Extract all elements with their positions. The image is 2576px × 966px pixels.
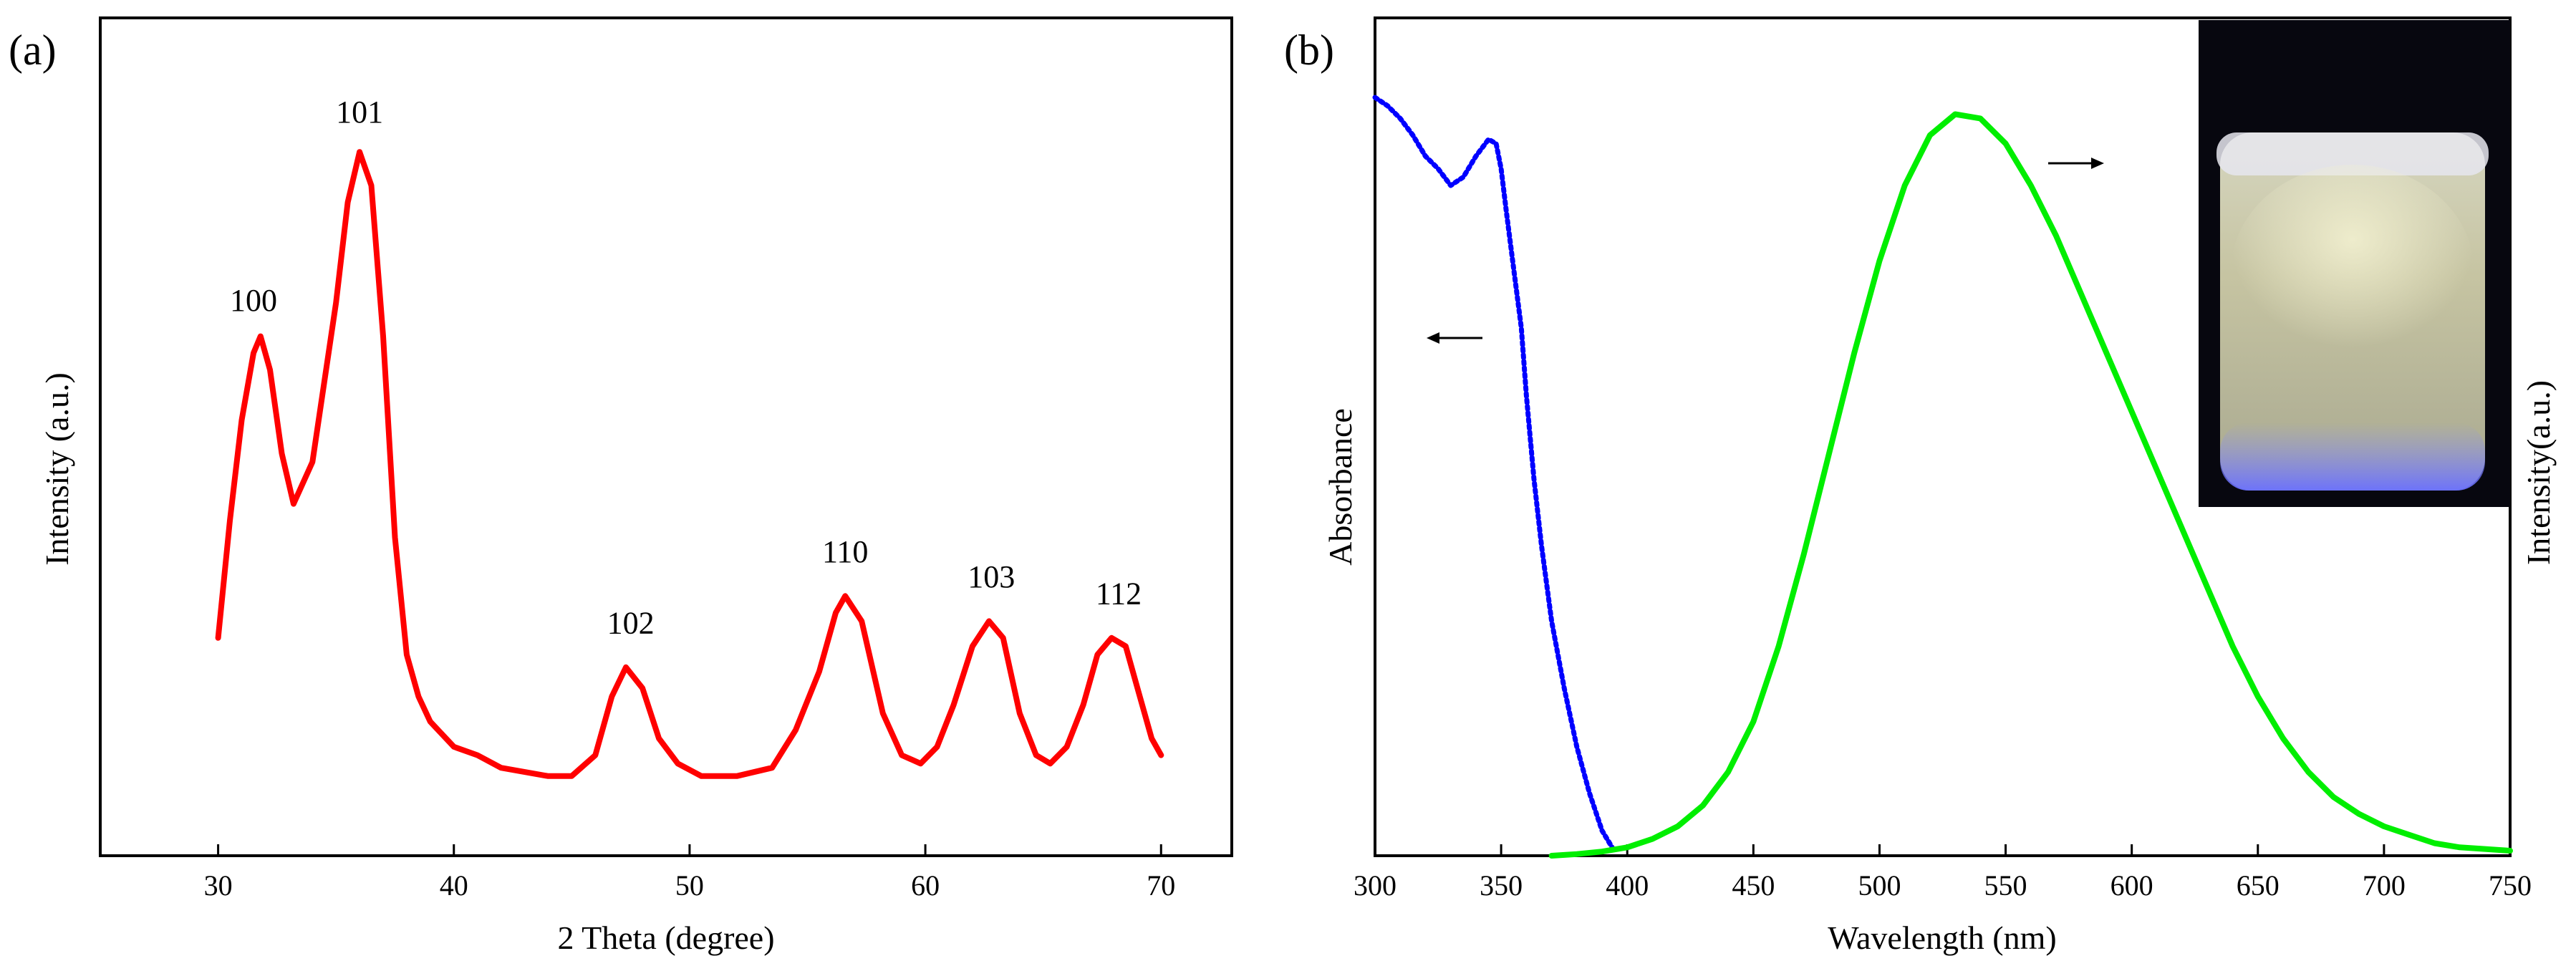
panel-a-x-tick-label: 30: [204, 869, 233, 902]
panel-a-x-tick-label: 70: [1147, 869, 1175, 902]
panel-b-x-tick-label: 300: [1354, 869, 1396, 902]
panel-b-x-tick-label: 400: [1606, 869, 1649, 902]
peak-label-100: 100: [230, 283, 277, 318]
panel-a-frame: [99, 16, 1233, 857]
panel-b-series-photoluminescence: [1548, 111, 2513, 859]
peak-label-110: 110: [822, 534, 868, 569]
panel-b-left-axis-title: Absorbance: [1322, 408, 1359, 566]
panel-b-x-axis-title: Wavelength (nm): [1828, 919, 2056, 956]
inset-vial-bottom-glow: [2220, 422, 2485, 491]
panel-a-y-axis-title: Intensity (a.u.): [39, 372, 75, 566]
panel-b: (b) 300 350 400 450 500 550 600 650 700 750: [1284, 16, 2557, 956]
panel-b-x-tick-label: 450: [1732, 869, 1775, 902]
peak-label-112: 112: [1096, 576, 1142, 612]
panel-a-x-tick-label: 50: [675, 869, 704, 902]
panel-b-x-tick-label: 750: [2489, 869, 2532, 902]
panel-a-peak-labels: 100 101 102 110 103 112: [230, 95, 1142, 641]
panel-a-x-tick-label: 60: [911, 869, 940, 902]
panel-b-x-tick-label: 550: [1984, 869, 2027, 902]
panel-b-x-tick-label: 700: [2363, 869, 2406, 902]
panel-a-label: (a): [9, 26, 57, 74]
panel-b-label: (b): [1284, 26, 1334, 74]
panel-a-series: [215, 149, 1164, 779]
panel-b-series-absorbance: [1372, 95, 1618, 854]
panel-b-x-tick-label: 650: [2237, 869, 2280, 902]
peak-label-103: 103: [968, 559, 1015, 594]
panel-b-x-ticks: 300 350 400 450 500 550 600 650 700 750: [1354, 844, 2532, 902]
panel-b-x-tick-label: 350: [1480, 869, 1523, 902]
panel-b-x-tick-label: 600: [2111, 869, 2153, 902]
panel-a-x-tick-label: 40: [440, 869, 468, 902]
panel-b-x-tick-label: 500: [1858, 869, 1901, 902]
panel-a-x-axis-title: 2 Theta (degree): [557, 919, 774, 956]
arrow-left-absorbance: [1427, 332, 1482, 344]
peak-label-102: 102: [607, 606, 655, 641]
peak-label-101: 101: [336, 95, 383, 130]
arrow-right-emission: [2048, 158, 2104, 169]
inset-vial-top: [2216, 132, 2489, 175]
panel-a-x-ticks: 30 40 50 60 70: [204, 844, 1175, 902]
panel-b-right-axis-title: Intensity(a.u.): [2520, 380, 2557, 565]
panel-a: (a) 30 40 50 60 70 100 101 102 110 103 112 2 Thet…: [9, 16, 1233, 956]
inset-vial-photo: [2199, 20, 2510, 507]
inset-vial-glow: [2231, 165, 2474, 380]
panel-a-series-xrd-pattern: [215, 149, 1164, 779]
panel-b-series: [1372, 95, 2513, 859]
